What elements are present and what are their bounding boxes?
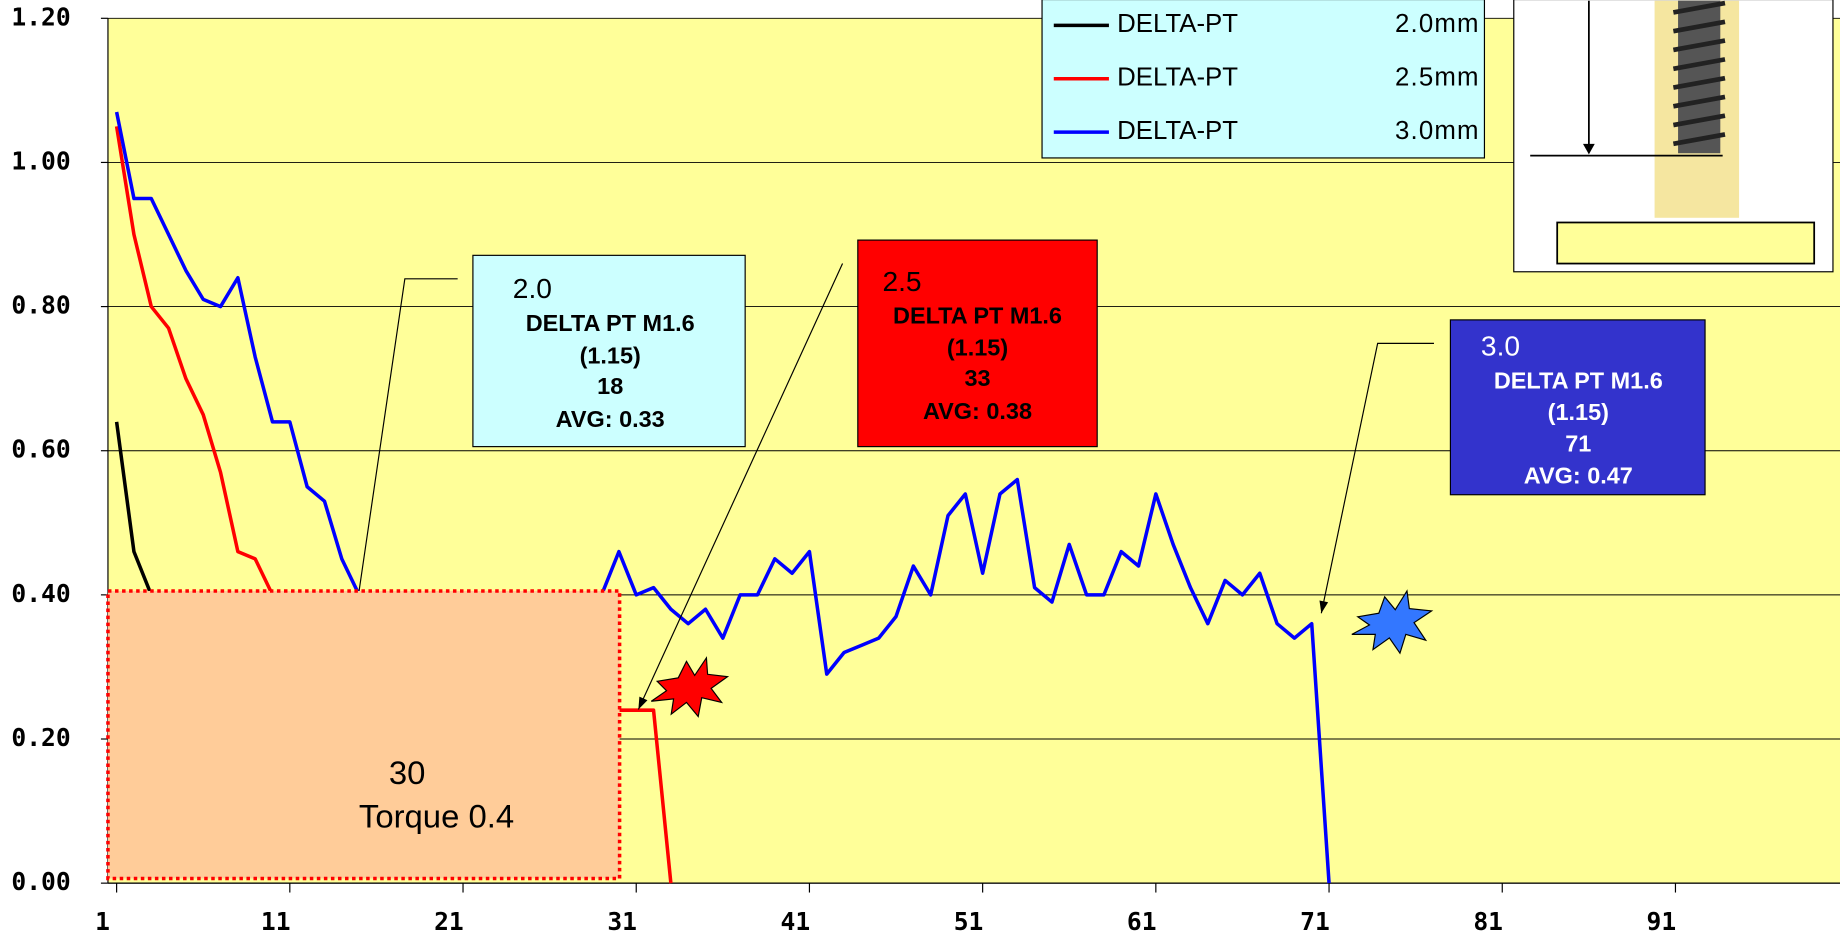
callout-line (1320, 342, 1434, 614)
series-line (114, 111, 1331, 884)
legend-box (1041, 0, 1486, 159)
x-tick-label: 41 (781, 907, 811, 936)
zone-label: 30 (389, 754, 426, 791)
annotation-box (472, 254, 746, 448)
x-tick-label: 11 (261, 907, 291, 936)
annotation-heading: 2.0 (513, 273, 552, 304)
x-tick-label: 61 (1127, 907, 1157, 936)
lines (114, 111, 1331, 884)
x-tick-label: 21 (434, 907, 464, 936)
y-tick-label: 0.20 (11, 723, 70, 752)
annotation-text: AVG: 0.33 (556, 406, 665, 432)
burst-blue (1351, 589, 1434, 655)
callout-line (637, 263, 844, 710)
x-tick-label: 71 (1300, 907, 1330, 936)
annotation-box (857, 239, 1098, 448)
series-line (114, 126, 673, 884)
y-tick-label: 0.00 (11, 867, 70, 896)
x-tick-label: 91 (1647, 907, 1677, 936)
annotation-text: 18 (597, 373, 623, 399)
x-tick-label: 51 (954, 907, 984, 936)
annotation-text: AVG: 0.38 (923, 398, 1032, 424)
annotation-text: DELTA PT M1.6 (893, 303, 1062, 329)
y-tick-label: 0.60 (11, 435, 70, 464)
legend: DELTA-PT 2.0mm DELTA-PT 2.5mm DELTA-PT 3.0mm (1041, 0, 1486, 159)
annotation-heading: 3.0 (1481, 330, 1520, 361)
legend-label: DELTA-PT (1117, 10, 1238, 38)
y-tick-label: 1.00 (11, 146, 70, 175)
annotation-text: (1.15) (1548, 399, 1609, 425)
x-tick-label: 31 (607, 907, 637, 936)
overlay: 30 Torque 0.4 2.0 DELTA PT M1.6 (1.15) 18 AVG:… (106, 239, 1706, 881)
annotation-text: (1.15) (947, 334, 1008, 360)
annotation-text: 33 (964, 365, 990, 391)
legend-size: 2.5mm (1395, 64, 1480, 92)
annotation-text: DELTA PT M1.6 (1494, 367, 1663, 393)
annotation-heading: 2.5 (882, 266, 921, 297)
annotation-box (1449, 319, 1706, 496)
legend-label: DELTA-PT (1117, 117, 1238, 145)
torque-zone (106, 589, 622, 881)
legend-size: 2.0mm (1395, 10, 1480, 38)
callout-arrow (1319, 600, 1329, 614)
x-tick-label: 81 (1473, 907, 1503, 936)
legend-size: 3.0mm (1395, 117, 1480, 145)
screw-figure (1513, 0, 1834, 273)
legend-label: DELTA-PT (1117, 64, 1238, 92)
annotation-text: (1.15) (580, 343, 641, 369)
annotation-text: DELTA PT M1.6 (526, 310, 695, 336)
callout-line (358, 278, 458, 592)
x-tick-label: 1 (95, 907, 110, 936)
y-tick-label: 1.20 (11, 2, 70, 31)
zone-label: Torque 0.4 (359, 797, 514, 834)
annotation-text: AVG: 0.47 (1524, 462, 1633, 488)
callout-arrow (638, 696, 648, 710)
burst-red (650, 656, 730, 718)
series-line (114, 421, 153, 596)
y-tick-label: 0.40 (11, 579, 70, 608)
y-tick-label: 0.80 (11, 291, 70, 320)
annotation-text: 71 (1565, 431, 1591, 457)
